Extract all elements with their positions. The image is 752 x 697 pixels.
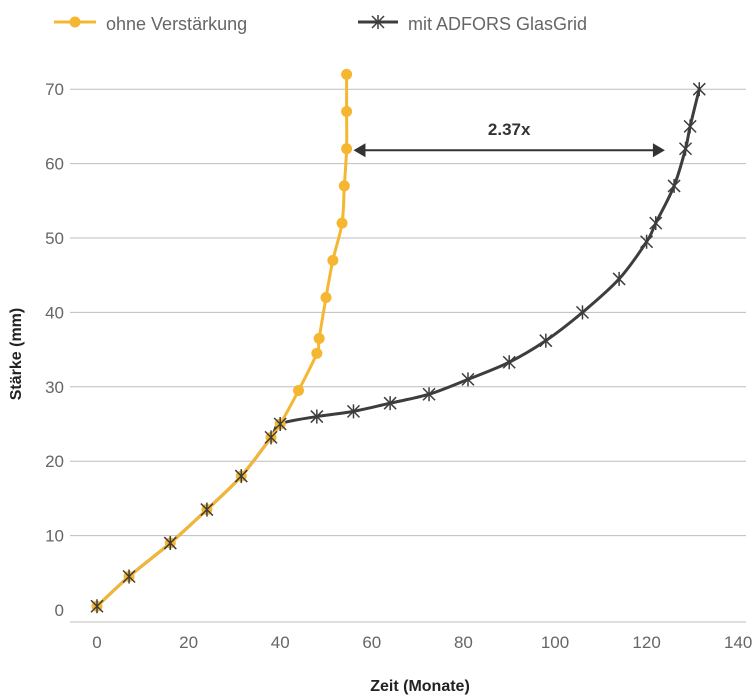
y-tick-label: 30	[45, 378, 64, 397]
x-tick-label: 80	[454, 633, 473, 652]
data-point-asterisk	[422, 387, 436, 402]
data-point-asterisk	[502, 355, 516, 370]
y-tick-label: 50	[45, 229, 64, 248]
data-point-asterisk	[90, 599, 104, 614]
y-tick-label: 60	[45, 155, 64, 174]
y-tick-label: 20	[45, 452, 64, 471]
series-1-markers	[91, 68, 353, 612]
legend-label-series-2: mit ADFORS GlasGrid	[408, 14, 587, 34]
data-point-circle	[327, 254, 339, 266]
data-point-asterisk	[683, 119, 697, 134]
x-tick-label: 140	[724, 633, 752, 652]
legend-item-mit-adfors-glasgrid: mit ADFORS GlasGrid	[358, 14, 587, 34]
data-point-asterisk	[163, 536, 177, 551]
legend-item-ohne-verstaerkung: ohne Verstärkung	[54, 14, 247, 34]
data-point-circle	[336, 217, 348, 229]
data-point-circle	[313, 332, 325, 344]
data-point-circle	[341, 106, 353, 118]
data-point-asterisk	[264, 430, 278, 445]
data-point-asterisk	[640, 234, 654, 249]
y-tick-label: 40	[45, 303, 64, 322]
y-axis-ticks: 0 10 20 30 40 50 60 70	[45, 80, 64, 620]
x-tick-label: 0	[92, 633, 101, 652]
data-point-circle	[311, 347, 323, 359]
legend-circle-marker-icon	[69, 16, 81, 28]
y-tick-label: 10	[45, 527, 64, 546]
series-layer	[90, 68, 706, 614]
x-tick-label: 40	[271, 633, 290, 652]
data-point-asterisk	[461, 372, 475, 387]
data-point-asterisk	[575, 305, 590, 320]
gridlines	[70, 88, 746, 623]
data-point-circle	[341, 68, 353, 80]
data-point-asterisk	[273, 417, 287, 431]
ratio-annotation: 2.37x	[353, 120, 665, 158]
data-point-asterisk	[346, 404, 361, 419]
annotation-label: 2.37x	[488, 120, 531, 139]
series-1	[95, 72, 349, 608]
x-tick-label: 60	[362, 633, 381, 652]
arrow-left-icon	[353, 143, 366, 158]
data-point-circle	[293, 385, 305, 397]
x-tick-label: 120	[632, 633, 660, 652]
x-axis-ticks: 0 20 40 60 80 100 120 140	[92, 633, 752, 652]
data-point-asterisk	[200, 502, 214, 517]
data-point-asterisk	[667, 178, 681, 193]
data-point-asterisk	[692, 82, 706, 97]
annotation-layer: 2.37x	[353, 120, 665, 158]
x-tick-label: 20	[179, 633, 198, 652]
data-point-asterisk	[612, 271, 626, 286]
series-line-1	[95, 72, 349, 608]
legend-label-series-1: ohne Verstärkung	[106, 14, 247, 34]
x-tick-label: 100	[541, 633, 569, 652]
legend-asterisk-marker-icon	[371, 15, 385, 29]
data-point-asterisk	[539, 333, 553, 348]
data-point-asterisk	[383, 396, 397, 411]
data-point-asterisk	[122, 569, 136, 584]
data-point-asterisk	[234, 469, 248, 484]
data-point-asterisk	[649, 216, 663, 231]
x-axis-title: Zeit (Monate)	[370, 678, 470, 695]
data-point-asterisk	[678, 141, 693, 156]
legend: ohne Verstärkung mit ADFORS GlasGrid	[54, 14, 587, 34]
data-point-circle	[320, 292, 332, 304]
y-axis-title: Stärke (mm)	[8, 308, 25, 400]
data-point-circle	[338, 180, 350, 192]
arrow-right-icon	[652, 143, 665, 158]
series-2-markers	[90, 82, 706, 614]
y-tick-label: 0	[55, 601, 64, 620]
data-point-asterisk	[310, 409, 324, 424]
data-point-circle	[341, 143, 353, 155]
y-tick-label: 70	[45, 80, 64, 99]
